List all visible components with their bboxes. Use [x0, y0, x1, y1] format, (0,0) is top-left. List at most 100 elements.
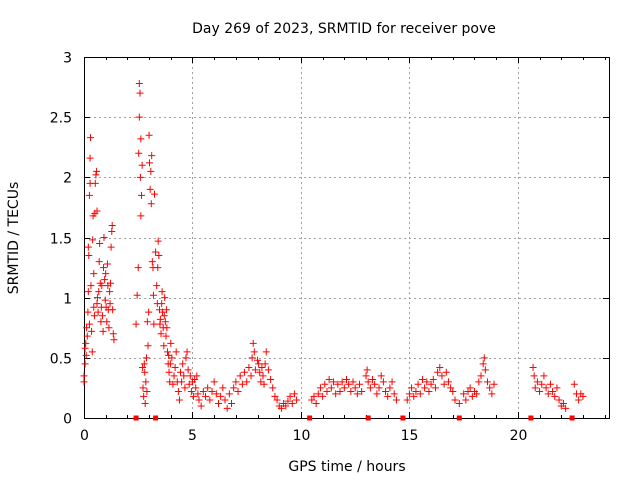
data-point	[160, 312, 168, 320]
grid	[84, 57, 609, 418]
data-point	[148, 152, 156, 160]
data-point	[106, 279, 114, 287]
data-point	[382, 388, 390, 396]
data-point	[319, 392, 327, 400]
data-point	[418, 375, 426, 383]
data-point	[247, 372, 255, 380]
data-point	[490, 380, 498, 388]
data-point	[447, 384, 455, 392]
data-point	[403, 396, 411, 404]
data-point	[351, 384, 359, 392]
data-point	[175, 396, 183, 404]
data-point	[147, 200, 155, 208]
data-point	[377, 372, 385, 380]
data-point	[575, 396, 583, 404]
data-point	[107, 243, 115, 251]
data-point	[108, 221, 116, 229]
data-point	[156, 315, 164, 323]
data-point	[154, 264, 162, 272]
data-point	[82, 339, 90, 347]
data-point	[94, 308, 102, 316]
data-point	[88, 327, 96, 335]
y-tick-label: 3	[63, 51, 72, 67]
data-point	[228, 400, 236, 408]
data-point-square	[528, 415, 534, 421]
data-point	[529, 363, 537, 371]
data-point	[182, 354, 190, 362]
data-point	[345, 380, 353, 388]
data-point	[384, 392, 392, 400]
data-point	[101, 276, 109, 284]
data-point	[84, 243, 92, 251]
data-point	[146, 185, 154, 193]
data-point	[312, 400, 320, 408]
data-point	[154, 237, 162, 245]
data-point	[164, 348, 172, 356]
data-point	[134, 264, 142, 272]
data-point	[570, 380, 578, 388]
data-point	[93, 294, 101, 302]
data-point	[204, 384, 212, 392]
data-point	[172, 348, 180, 356]
data-point	[559, 400, 567, 408]
data-point	[416, 390, 424, 398]
data-point	[160, 342, 168, 350]
data-point	[475, 378, 483, 386]
data-point	[140, 392, 148, 400]
data-point	[179, 360, 187, 368]
data-point	[108, 227, 116, 235]
data-point	[234, 388, 242, 396]
data-point	[146, 159, 154, 167]
data-point	[230, 384, 238, 392]
ticks: 0 5 10 15 20 0 0.5 1 1.5 2 2.5 3	[50, 51, 609, 444]
data-point	[427, 380, 435, 388]
data-point	[343, 375, 350, 383]
data-point	[171, 363, 179, 371]
data-point	[562, 404, 570, 412]
data-point	[103, 318, 111, 326]
data-point	[96, 240, 104, 248]
data-point	[92, 171, 100, 179]
data-point	[191, 375, 199, 383]
data-point	[163, 324, 171, 332]
data-point	[451, 396, 459, 404]
data-point	[86, 154, 94, 162]
data-point	[80, 378, 88, 386]
data-point	[166, 360, 174, 368]
data-point	[98, 282, 106, 290]
data-point	[219, 384, 227, 392]
data-point	[215, 400, 223, 408]
data-point	[103, 260, 111, 268]
y-tick-label: 1	[63, 292, 72, 308]
data-point	[358, 388, 366, 396]
data-point	[349, 378, 357, 386]
data-point	[488, 390, 496, 398]
data-point	[217, 392, 225, 400]
data-point	[136, 89, 144, 97]
data-point	[101, 296, 109, 304]
data-point	[366, 384, 374, 392]
data-point	[259, 372, 267, 380]
data-point	[262, 348, 270, 356]
y-tick-label: 1.5	[50, 232, 72, 248]
chart-title: Day 269 of 2023, SRMTID for receiver pov…	[192, 21, 496, 37]
data-point	[80, 372, 88, 380]
data-point	[155, 252, 163, 260]
data-point	[85, 191, 93, 199]
data-point	[321, 380, 329, 388]
data-point	[466, 384, 474, 392]
data-point	[193, 372, 201, 380]
data-point	[177, 368, 185, 376]
data-point	[243, 378, 251, 386]
data-point	[141, 368, 149, 376]
data-point	[95, 258, 103, 266]
data-point	[206, 396, 214, 404]
data-point	[85, 252, 93, 260]
data-point	[88, 348, 96, 356]
data-point	[170, 372, 178, 380]
data-point	[100, 234, 108, 241]
data-point	[379, 378, 387, 386]
data-point	[479, 360, 487, 368]
data-point	[462, 396, 470, 404]
x-tick-label: 10	[293, 428, 311, 444]
